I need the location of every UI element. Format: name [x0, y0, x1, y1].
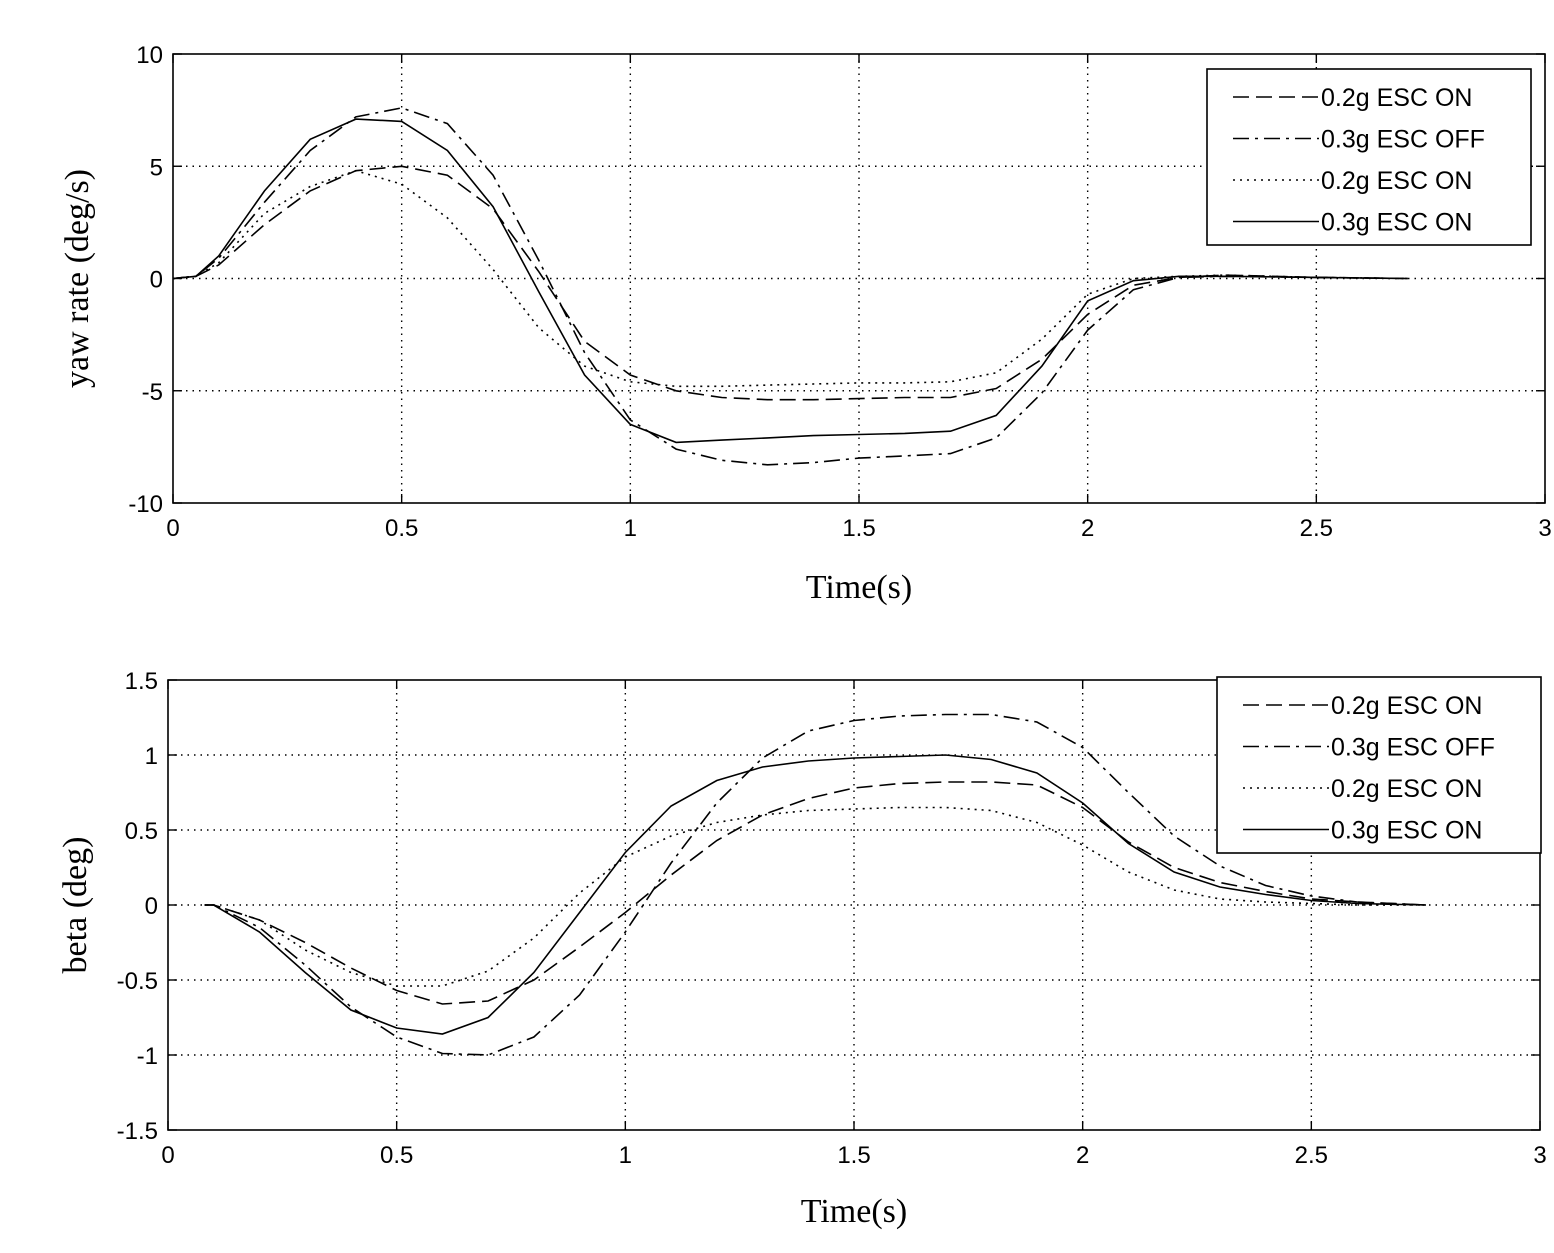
- y-axis-label: beta (deg): [57, 837, 94, 974]
- legend-entry: 0.3g ESC ON: [1331, 817, 1482, 845]
- x-tick-label: 3: [1533, 1142, 1546, 1169]
- y-tick-label: 0: [150, 267, 163, 294]
- y-tick-label: -1: [137, 1043, 158, 1070]
- x-tick-label: 0.5: [385, 515, 418, 542]
- y-tick-label: 0: [145, 893, 158, 920]
- legend-entry: 0.2g ESC ON: [1321, 84, 1472, 112]
- legend-entry: 0.3g ESC ON: [1321, 209, 1472, 237]
- y-tick-label: 10: [136, 42, 163, 69]
- legend-entry: 0.2g ESC ON: [1321, 167, 1472, 195]
- legend-box: [1206, 68, 1532, 246]
- plot-frame: [172, 53, 1546, 504]
- series-line-dotted: [172, 169, 1408, 388]
- y-tick-label: 0.5: [125, 818, 158, 845]
- x-tick-label: 2: [1081, 515, 1094, 542]
- legend-entry: 0.2g ESC ON: [1331, 692, 1482, 720]
- legend: 0.2g ESC ON 0.3g ESC OFF 0.2g ESC ON 0.3g E…: [1216, 676, 1542, 854]
- legend-entry: 0.3g ESC OFF: [1321, 126, 1485, 154]
- legend: 0.2g ESC ON 0.3g ESC OFF 0.2g ESC ON 0.3g E…: [1206, 68, 1532, 246]
- x-axis-label: Time(s): [806, 569, 912, 606]
- legend-entry: 0.3g ESC OFF: [1331, 734, 1495, 762]
- x-tick-label: 1.5: [837, 1142, 870, 1169]
- x-tick-label: 0: [161, 1142, 174, 1169]
- x-tick-label: 2: [1076, 1142, 1089, 1169]
- y-tick-label: 1: [145, 743, 158, 770]
- legend-box: [1216, 676, 1542, 854]
- x-tick-label: 1.5: [842, 515, 875, 542]
- y-tick-label: -5: [142, 379, 163, 406]
- yaw-rate-chart: 0 0.5 1 1.5 2 2.5 3 10 5 0 -5 -10 Time(s) yaw rate (d…: [59, 42, 1552, 606]
- x-tick-label: 2.5: [1300, 515, 1333, 542]
- y-axis-label: yaw rate (deg/s): [59, 169, 96, 388]
- y-tick-label: 5: [150, 154, 163, 181]
- y-tick-label: -1.5: [117, 1118, 158, 1145]
- x-tick-label: 3: [1538, 515, 1551, 542]
- series-line-dashdot: [204, 713, 1426, 1056]
- legend-entry: 0.2g ESC ON: [1331, 775, 1482, 803]
- beta-chart: 0 0.5 1 1.5 2 2.5 3 1.5 1 0.5 0 -0.5 -1 -1.5 Time(s) be…: [57, 668, 1547, 1230]
- x-tick-label: 2.5: [1295, 1142, 1328, 1169]
- x-tick-label: 1: [619, 1142, 632, 1169]
- x-axis-label: Time(s): [801, 1193, 907, 1230]
- y-tick-label: -0.5: [117, 968, 158, 995]
- x-tick-label: 0: [166, 515, 179, 542]
- x-tick-label: 0.5: [380, 1142, 413, 1169]
- y-tick-label: -10: [128, 491, 163, 518]
- series-line-solid: [204, 754, 1426, 1035]
- y-tick-label: 1.5: [125, 668, 158, 695]
- series-line-dashed: [204, 781, 1426, 1005]
- plot-frame: [167, 679, 1541, 1131]
- series-line-solid: [172, 118, 1408, 444]
- x-tick-label: 1: [624, 515, 637, 542]
- series-line-dashed: [172, 165, 1408, 401]
